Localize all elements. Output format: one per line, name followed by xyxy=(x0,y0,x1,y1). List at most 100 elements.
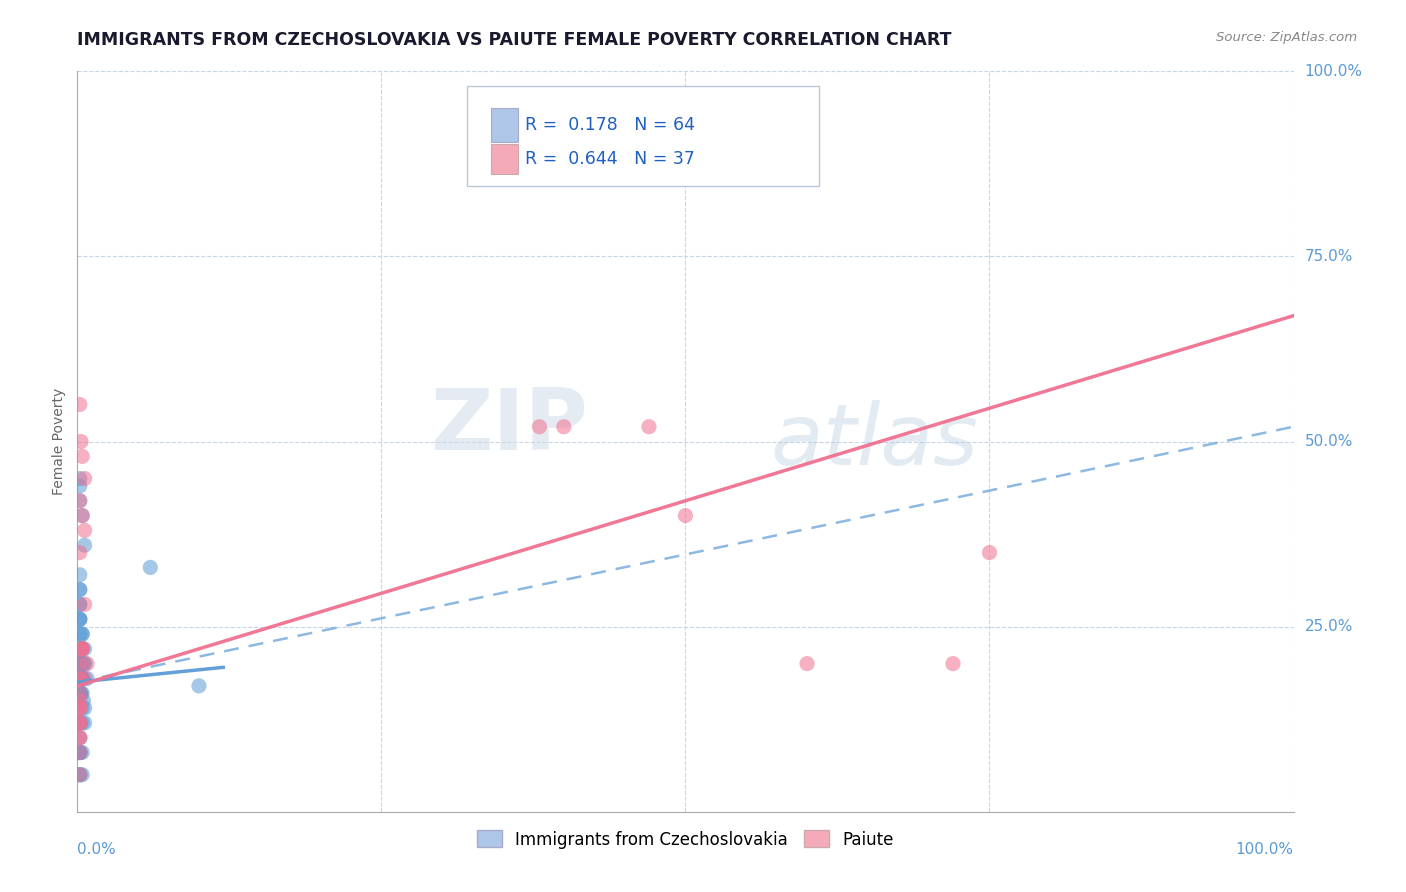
Point xyxy=(69,767,91,781)
Text: R =  0.644   N = 37: R = 0.644 N = 37 xyxy=(524,150,695,168)
Point xyxy=(70,657,93,671)
Point xyxy=(69,672,91,686)
Point xyxy=(70,450,93,464)
Point xyxy=(70,767,93,781)
Point xyxy=(70,641,93,656)
Point xyxy=(70,508,93,523)
Point xyxy=(73,598,96,612)
Point xyxy=(69,398,91,412)
Point xyxy=(796,657,818,671)
Point xyxy=(69,612,91,626)
Point xyxy=(69,612,91,626)
Point xyxy=(73,641,96,656)
Point xyxy=(69,686,91,700)
Point xyxy=(70,686,93,700)
Point xyxy=(69,715,91,730)
Point xyxy=(70,508,93,523)
Point xyxy=(69,672,91,686)
Point xyxy=(70,627,93,641)
Point xyxy=(69,731,91,745)
Text: 0.0%: 0.0% xyxy=(77,842,117,857)
Point xyxy=(69,715,91,730)
Point xyxy=(69,672,91,686)
Text: Source: ZipAtlas.com: Source: ZipAtlas.com xyxy=(1216,31,1357,45)
Point xyxy=(69,627,91,641)
Point xyxy=(70,641,93,656)
Point xyxy=(73,471,96,485)
Point xyxy=(69,746,91,760)
Point xyxy=(69,567,91,582)
Point xyxy=(69,686,91,700)
Text: R =  0.178   N = 64: R = 0.178 N = 64 xyxy=(524,116,695,134)
Point xyxy=(69,672,91,686)
Point xyxy=(69,657,91,671)
Point xyxy=(69,746,91,760)
Point xyxy=(70,641,93,656)
Y-axis label: Female Poverty: Female Poverty xyxy=(52,388,66,495)
FancyBboxPatch shape xyxy=(467,87,820,186)
Text: IMMIGRANTS FROM CZECHOSLOVAKIA VS PAIUTE FEMALE POVERTY CORRELATION CHART: IMMIGRANTS FROM CZECHOSLOVAKIA VS PAIUTE… xyxy=(77,31,952,49)
Point xyxy=(69,715,91,730)
Point xyxy=(70,686,93,700)
Point xyxy=(69,701,91,715)
Bar xyxy=(491,144,517,174)
Point xyxy=(73,701,96,715)
Legend: Immigrants from Czechoslovakia, Paiute: Immigrants from Czechoslovakia, Paiute xyxy=(470,823,901,855)
Point xyxy=(70,641,93,656)
Point xyxy=(638,419,661,434)
Point xyxy=(70,672,93,686)
Point xyxy=(69,582,91,597)
Text: atlas: atlas xyxy=(770,400,979,483)
Point xyxy=(70,715,93,730)
Point xyxy=(69,672,91,686)
Text: 25.0%: 25.0% xyxy=(1305,619,1353,634)
Point xyxy=(69,694,91,708)
Point xyxy=(979,546,1001,560)
Point xyxy=(70,701,93,715)
Point xyxy=(69,612,91,626)
Point xyxy=(69,657,91,671)
Point xyxy=(73,657,96,671)
Point xyxy=(70,672,93,686)
Point xyxy=(188,679,211,693)
Point xyxy=(69,715,91,730)
Point xyxy=(69,731,91,745)
Bar xyxy=(491,109,517,142)
Text: 100.0%: 100.0% xyxy=(1305,64,1362,78)
Point xyxy=(69,767,91,781)
Point xyxy=(76,672,98,686)
Point xyxy=(73,657,96,671)
Text: 100.0%: 100.0% xyxy=(1236,842,1294,857)
Point xyxy=(70,657,93,671)
Point xyxy=(69,686,91,700)
Point xyxy=(69,701,91,715)
Point xyxy=(72,694,94,708)
Point xyxy=(69,715,91,730)
Point xyxy=(73,524,96,538)
Point xyxy=(69,641,91,656)
Point xyxy=(69,701,91,715)
Point xyxy=(70,627,93,641)
Point xyxy=(69,582,91,597)
Point xyxy=(69,546,91,560)
Point xyxy=(69,767,91,781)
Point xyxy=(69,672,91,686)
Point xyxy=(69,598,91,612)
Text: 75.0%: 75.0% xyxy=(1305,249,1353,264)
Point xyxy=(69,746,91,760)
Point xyxy=(69,715,91,730)
Point xyxy=(73,672,96,686)
Point xyxy=(70,746,93,760)
Point xyxy=(529,419,551,434)
Point xyxy=(73,715,96,730)
Point xyxy=(76,657,98,671)
Point xyxy=(73,538,96,552)
Text: ZIP: ZIP xyxy=(430,385,588,468)
Point xyxy=(69,493,91,508)
Point xyxy=(69,715,91,730)
Point xyxy=(70,672,93,686)
Text: 50.0%: 50.0% xyxy=(1305,434,1353,449)
Point xyxy=(70,641,93,656)
Point xyxy=(553,419,575,434)
Point xyxy=(69,479,91,493)
